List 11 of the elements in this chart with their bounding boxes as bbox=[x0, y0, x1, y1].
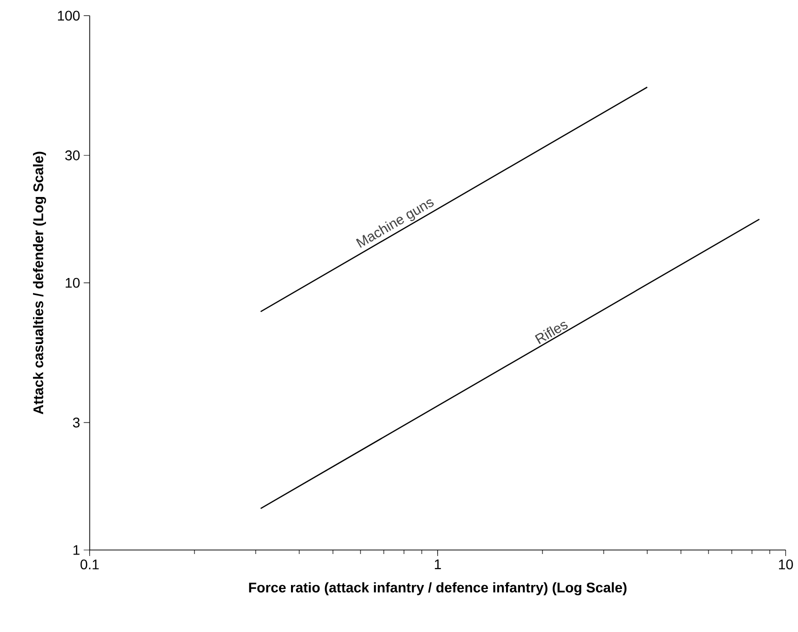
y-tick-label: 1 bbox=[74, 545, 80, 555]
x-tick-label: 10 bbox=[779, 559, 793, 570]
y-tick-label: 3 bbox=[72, 418, 80, 428]
y-axis-title: Attack casualties / defender (Log Scale) bbox=[33, 152, 46, 414]
x-tick-label: 1 bbox=[434, 560, 441, 570]
y-tick-label: 100 bbox=[58, 10, 80, 21]
x-tick-label: 0.1 bbox=[80, 559, 99, 570]
y-tick-label: 10 bbox=[66, 278, 80, 288]
y-tick-label: 30 bbox=[65, 150, 80, 160]
x-axis-title: Force ratio (attack infantry / defence infantry) (Log Scale) bbox=[249, 582, 626, 596]
text: Rifles bbox=[534, 322, 568, 344]
